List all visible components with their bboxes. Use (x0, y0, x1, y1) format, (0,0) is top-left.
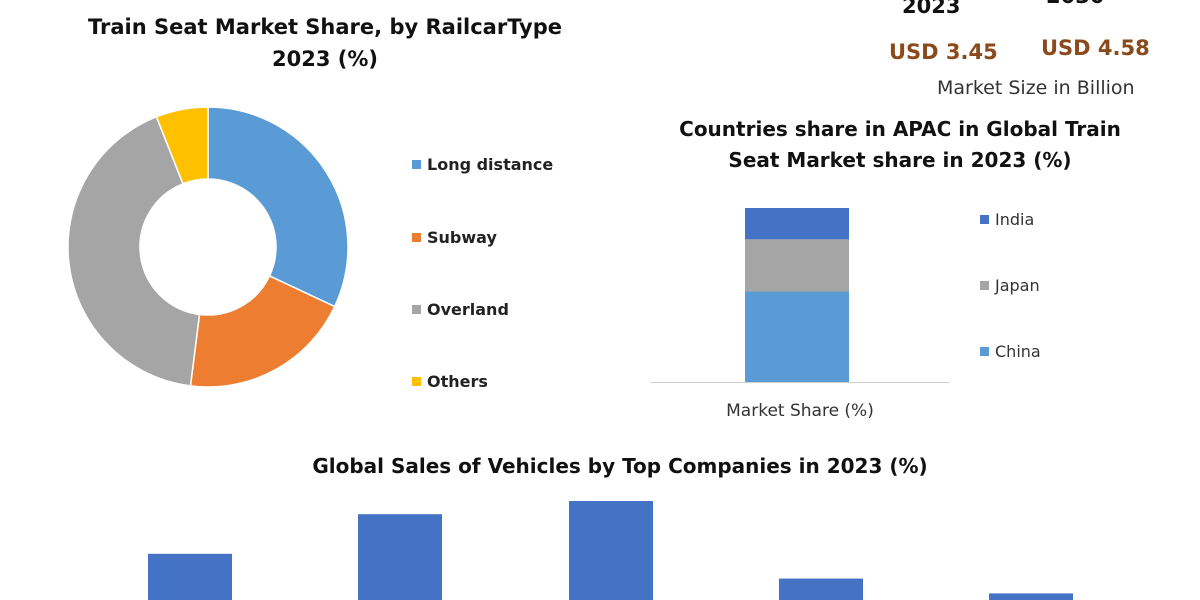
donut-slice-overland (67, 115, 201, 387)
others-swatch (412, 377, 421, 386)
sales-bar-1 (148, 553, 232, 600)
year-end-label: 2030 (1046, 0, 1104, 8)
apac-legend-japan: Japan (980, 276, 1040, 295)
donut-slice-subway (189, 274, 336, 388)
apac-legend-china: China (980, 342, 1041, 361)
sales-title: Global Sales of Vehicles by Top Companie… (312, 454, 928, 478)
donut-legend-others: Others (412, 372, 488, 391)
apac-bar-segment-india (745, 208, 849, 240)
donut-legend-label: Subway (427, 228, 497, 247)
apac-title-line2: Seat Market share in 2023 (%) (728, 148, 1072, 172)
apac-legend-label: Japan (995, 276, 1040, 295)
sales-bar-3 (569, 501, 653, 600)
year-start-label: 2023 (902, 0, 961, 18)
market-value-start: USD 3.45 (889, 40, 998, 64)
apac-legend-label: India (995, 210, 1035, 229)
donut-legend-label: Others (427, 372, 488, 391)
sales-bar-2 (358, 514, 442, 600)
apac-category-label: Market Share (%) (726, 401, 874, 421)
apac-legend-india: India (980, 210, 1034, 229)
apac-bar-segment-japan (745, 239, 849, 292)
long-distance-swatch (412, 160, 421, 169)
apac-legend-label: China (995, 342, 1041, 361)
donut-legend-label: Long distance (427, 155, 554, 174)
overland-swatch (412, 305, 421, 314)
subway-swatch (412, 233, 421, 242)
china-swatch (980, 347, 989, 356)
donut-slice-others (155, 106, 209, 185)
donut-legend-long-distance: Long distance (412, 155, 553, 174)
apac-bar-segment-china (745, 291, 849, 382)
donut-chart (67, 106, 349, 388)
sales-bar-4 (779, 578, 863, 600)
india-swatch (980, 215, 989, 224)
apac-stacked-bar-chart (650, 208, 950, 383)
market-value-end: USD 4.58 (1041, 36, 1150, 60)
donut-legend-label: Overland (427, 300, 509, 319)
donut-title-line1: Train Seat Market Share, by RailcarType (88, 15, 562, 39)
donut-legend-overland: Overland (412, 300, 509, 319)
sales-bar-chart (148, 501, 1073, 600)
donut-title-line2: 2023 (%) (272, 47, 378, 71)
sales-bar-5 (989, 593, 1073, 600)
japan-swatch (980, 281, 989, 290)
market-size-caption: Market Size in Billion (937, 77, 1135, 99)
apac-title-line1: Countries share in APAC in Global Train (679, 117, 1121, 141)
donut-slice-long-distance (207, 106, 349, 308)
donut-legend-subway: Subway (412, 228, 497, 247)
